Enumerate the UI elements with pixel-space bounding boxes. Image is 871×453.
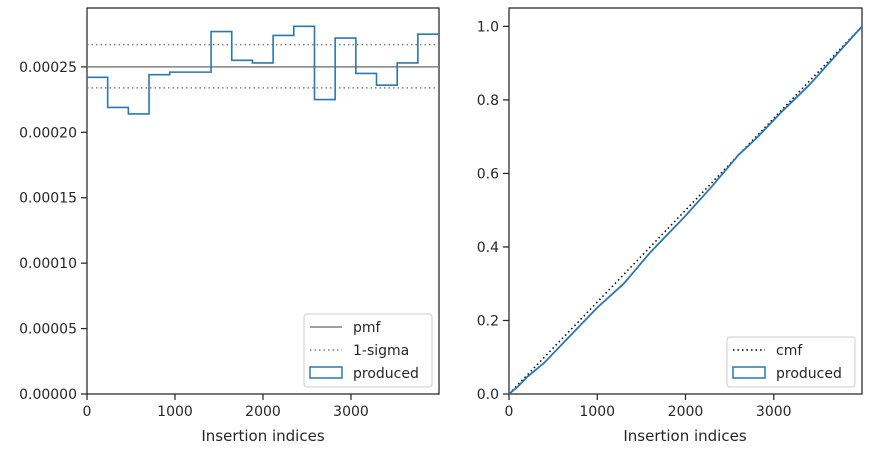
right-legend-box [726, 336, 856, 388]
left-y-ticks: 0.00000 0.00005 0.00010 0.00015 0.00020 0.000… [19, 60, 87, 403]
right-x-axis-title: Insertion indices [623, 427, 746, 445]
left-y-tick-label: 0.00005 [19, 322, 77, 338]
cmf-panel: 0 1000 2000 3000 0.0 0.2 0.4 0.6 0.8 1.0 Inserti… [477, 7, 863, 445]
left-y-tick-label: 0.00020 [19, 125, 77, 141]
right-series [508, 25, 863, 395]
legend-cmf-label: cmf [776, 343, 803, 359]
left-x-tick-label: 2000 [245, 404, 281, 420]
right-x-tick-label: 3000 [756, 404, 792, 420]
left-series [87, 25, 439, 115]
legend-produced-label-right: produced [776, 366, 842, 382]
legend-produced-label: produced [353, 366, 419, 382]
right-y-tick-label: 0.2 [477, 313, 499, 329]
right-x-tick-label: 1000 [579, 404, 615, 420]
produced-step-histogram [87, 25, 439, 115]
left-y-tick-label: 0.00000 [19, 387, 77, 403]
right-y-tick-label: 0.0 [477, 387, 499, 403]
legend-sigma-label: 1-sigma [353, 343, 409, 359]
right-y-tick-label: 1.0 [477, 19, 499, 35]
right-legend: cmf produced [726, 336, 856, 388]
right-plot-frame [508, 7, 863, 395]
left-y-tick-label: 0.00010 [19, 256, 77, 272]
right-y-tick-label: 0.8 [477, 93, 499, 109]
pmf-histogram-panel: 0 1000 2000 3000 0.000000.000050.000100.000… [19, 7, 440, 445]
left-legend-box [303, 313, 433, 388]
left-x-tick-label: 3000 [333, 404, 369, 420]
right-y-ticks: 0.0 0.2 0.4 0.6 0.8 1.0 [477, 19, 509, 403]
legend-pmf-label: pmf [353, 320, 382, 336]
left-x-ticks: 0 1000 2000 3000 [83, 394, 369, 420]
legend-produced-swatch-right [732, 366, 766, 379]
left-x-axis-title: Insertion indices [201, 427, 324, 445]
right-x-tick-label: 0 [505, 404, 514, 420]
right-y-tick-label: 0.4 [477, 240, 499, 256]
produced-cumulative-line [508, 25, 863, 395]
right-y-tick-label: 0.6 [477, 166, 499, 182]
left-x-tick-label: 1000 [157, 404, 193, 420]
left-legend: pmf 1-sigma produced [303, 313, 433, 388]
legend-produced-swatch [309, 366, 343, 379]
right-x-ticks: 0 1000 2000 3000 [505, 394, 792, 420]
right-x-tick-label: 2000 [668, 404, 704, 420]
left-y-tick-label: 0.00015 [19, 191, 77, 207]
left-x-tick-label: 0 [83, 404, 92, 420]
left-y-tick-label: 0.00025 [19, 60, 77, 76]
